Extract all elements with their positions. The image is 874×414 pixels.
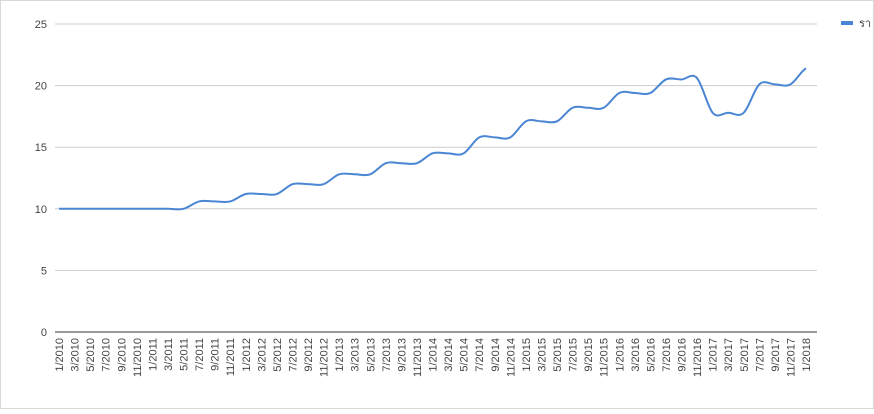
x-tick-label: 9/2016: [677, 338, 689, 372]
x-tick-label: 11/2010: [132, 338, 144, 377]
x-tick-label: 3/2017: [723, 338, 735, 372]
x-tick-label: 7/2013: [381, 338, 393, 372]
x-tick-label: 1/2010: [54, 338, 66, 372]
x-tick-label: 5/2015: [552, 338, 564, 372]
x-tick-label: 11/2012: [319, 338, 331, 377]
x-tick-label: 7/2012: [287, 338, 299, 372]
x-tick-label: 7/2017: [754, 338, 766, 372]
x-tick-label: 9/2017: [770, 338, 782, 372]
x-tick-label: 1/2013: [334, 338, 346, 372]
legend-label: รา: [859, 18, 871, 30]
x-tick-label: 9/2011: [210, 338, 222, 371]
x-tick-label: 11/2013: [412, 338, 424, 377]
x-tick-label: 11/2011: [225, 338, 237, 376]
x-tick-label: 5/2017: [739, 338, 751, 372]
x-tick-label: 7/2014: [474, 338, 486, 372]
x-tick-label: 1/2018: [801, 338, 813, 372]
x-tick-label: 1/2016: [614, 338, 626, 372]
x-tick-label: 1/2015: [521, 338, 533, 372]
x-tick-label: 11/2014: [505, 338, 517, 377]
y-tick-label: 15: [35, 142, 47, 154]
x-tick-label: 9/2010: [116, 338, 128, 372]
y-tick-label: 20: [35, 81, 47, 93]
x-tick-label: 7/2010: [101, 338, 113, 372]
x-tick-label: 3/2011: [163, 338, 175, 371]
x-tick-label: 1/2014: [428, 338, 440, 372]
x-tick-label: 7/2011: [194, 338, 206, 371]
x-tick-label: 9/2012: [303, 338, 315, 372]
y-tick-label: 0: [41, 327, 47, 339]
y-tick-label: 5: [41, 265, 47, 277]
line-series: [59, 67, 807, 211]
x-tick-label: 5/2016: [645, 338, 657, 372]
x-tick-label: 1/2011: [147, 338, 159, 371]
y-tick-label: 10: [35, 204, 47, 216]
x-tick-label: 3/2012: [256, 338, 268, 372]
x-tick-label: 5/2011: [179, 338, 191, 371]
y-tick-label: 25: [35, 19, 47, 31]
x-tick-label: 5/2014: [459, 338, 471, 372]
x-tick-label: 7/2016: [661, 338, 673, 372]
x-tick-label: 9/2015: [583, 338, 595, 372]
x-tick-label: 1/2017: [708, 338, 720, 372]
x-tick-label: 3/2014: [443, 338, 455, 372]
x-tick-label: 5/2013: [365, 338, 377, 372]
x-tick-label: 5/2012: [272, 338, 284, 372]
x-tick-label: 9/2013: [396, 338, 408, 372]
x-tick-label: 5/2010: [85, 338, 97, 372]
x-tick-label: 11/2015: [599, 338, 611, 377]
x-tick-label: 3/2015: [536, 338, 548, 372]
x-tick-label: 3/2010: [70, 338, 82, 372]
x-tick-label: 11/2017: [785, 338, 797, 377]
x-tick-label: 11/2016: [692, 338, 704, 377]
x-tick-label: 7/2015: [568, 338, 580, 372]
x-tick-label: 3/2013: [350, 338, 362, 372]
x-tick-label: 9/2014: [490, 338, 502, 372]
x-tick-label: 1/2012: [241, 338, 253, 372]
x-tick-label: 3/2016: [630, 338, 642, 372]
